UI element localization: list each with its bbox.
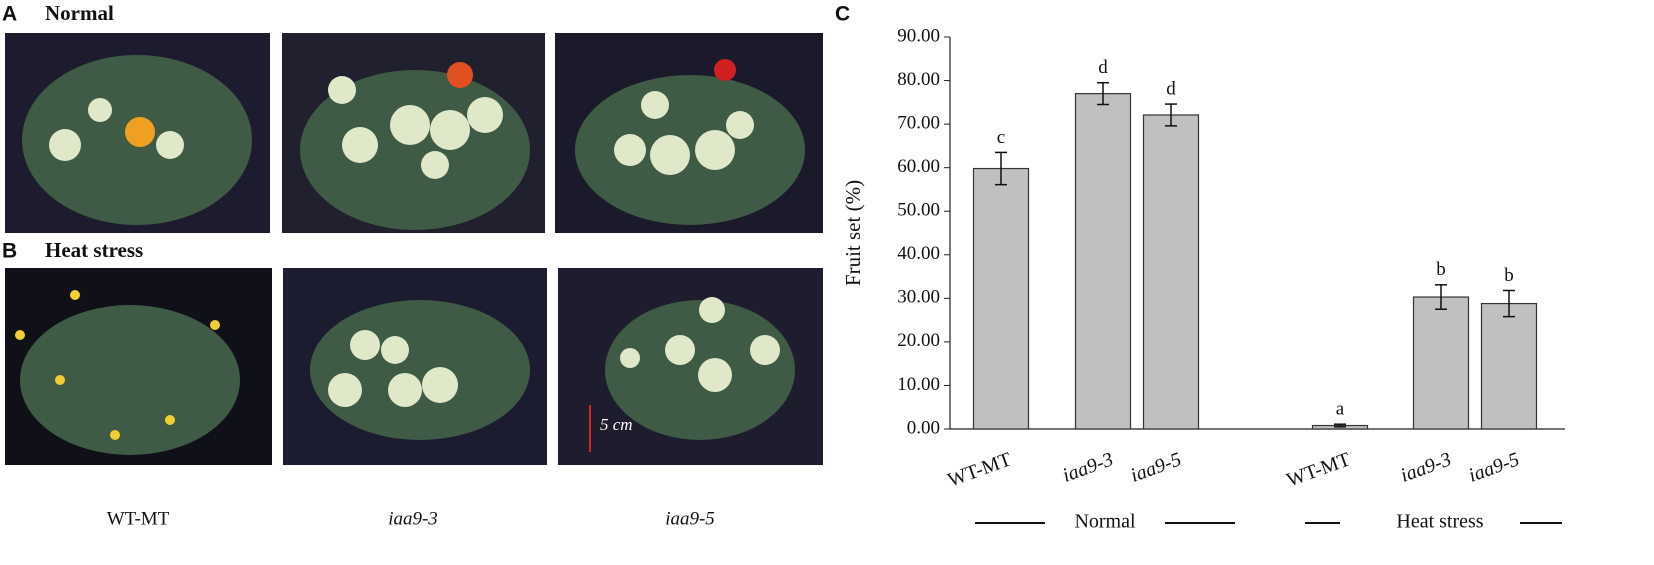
bar (1074, 93, 1132, 430)
flowers (15, 290, 220, 440)
y-tick-label: 40.00 (897, 243, 940, 264)
y-tick-label: 70.00 (897, 112, 940, 133)
significance-letter: c (997, 127, 1005, 148)
genotype-label: iaa9-5 (665, 508, 715, 529)
y-tick-label: 50.00 (897, 200, 940, 221)
panel-label: C (835, 3, 850, 26)
x-tick-label: iaa9-5 (1128, 448, 1185, 487)
y-tick-label: 60.00 (897, 156, 940, 177)
y-tick-label: 30.00 (897, 287, 940, 308)
ripe-fruit (447, 62, 473, 88)
bar (1480, 302, 1538, 430)
photos (5, 33, 823, 465)
y-tick-label: 90.00 (897, 25, 940, 46)
genotype-label: WT-MT (107, 508, 170, 529)
scale-label: 5 cm (600, 415, 633, 434)
y-tick-label: 20.00 (897, 330, 940, 351)
x-tick-label: WT-MT (945, 448, 1014, 491)
panel-label: B (2, 240, 17, 263)
bar (1142, 114, 1200, 430)
significance-letter: b (1436, 259, 1446, 280)
panel-title: Heat stress (45, 238, 143, 262)
x-tick-label: iaa9-3 (1398, 448, 1455, 487)
bar (972, 167, 1030, 430)
ripe-fruit (125, 117, 155, 147)
y-tick-label: 0.00 (907, 417, 940, 438)
genotype-label: iaa9-3 (388, 508, 438, 529)
panel-label: A (2, 3, 17, 26)
bar (1412, 296, 1470, 430)
fruits (49, 76, 780, 407)
y-axis-label: Fruit set (%) (841, 180, 865, 286)
x-tick-label: iaa9-5 (1466, 448, 1523, 487)
significance-letter: a (1336, 399, 1345, 420)
x-tick-label: WT-MT (1284, 448, 1353, 491)
significance-letter: b (1504, 265, 1514, 286)
significance-letter: d (1166, 78, 1176, 99)
y-tick-label: 80.00 (897, 69, 940, 90)
significance-letter: d (1098, 57, 1108, 78)
x-tick-label: iaa9-3 (1060, 448, 1117, 487)
ripe-fruit (714, 59, 736, 81)
group-label: Normal (1074, 511, 1136, 533)
y-tick-label: 10.00 (897, 374, 940, 395)
panel-title: Normal (45, 1, 114, 25)
group-label: Heat stress (1396, 511, 1483, 533)
